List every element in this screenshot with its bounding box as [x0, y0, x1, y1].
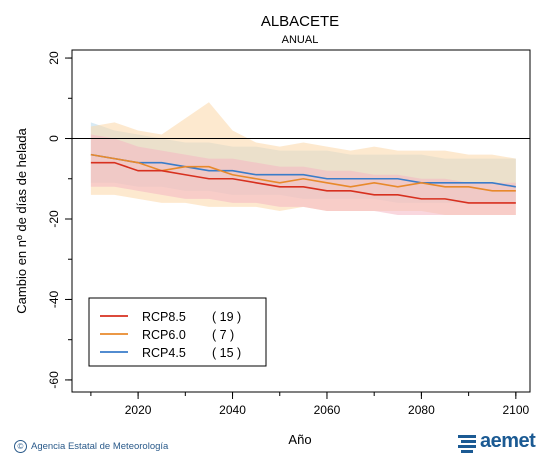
series-line-rcp45 — [90, 153, 516, 188]
y-tick-label: 20 — [47, 51, 61, 65]
x-tick-label: 2040 — [219, 403, 246, 417]
x-tick-label: 2060 — [314, 403, 341, 417]
plot-frame — [71, 49, 531, 393]
x-axis-label: Año — [288, 432, 311, 447]
x-axis: 2020 2040 2060 2080 2100 — [90, 392, 530, 417]
y-tick-label: -40 — [47, 290, 61, 308]
legend-label: RCP6.0 — [142, 328, 186, 342]
copyright-icon: © — [14, 440, 27, 453]
footer-credit: © Agencia Estatal de Meteorología — [14, 440, 168, 453]
series-line-rcp85 — [90, 161, 516, 204]
footer-credit-text: Agencia Estatal de Meteorología — [31, 441, 169, 452]
y-tick-label: -20 — [47, 210, 61, 228]
legend: RCP8.5 ( 19 ) RCP6.0 ( 7 ) RCP4.5 ( 15 ) — [88, 297, 267, 367]
x-tick-label: 2020 — [125, 403, 152, 417]
x-tick-label: 2100 — [502, 403, 529, 417]
uncertainty-bands — [90, 102, 516, 215]
legend-label: RCP4.5 — [142, 346, 186, 360]
aemet-logo-icon — [458, 435, 476, 453]
y-tick-label: 0 — [47, 135, 61, 142]
legend-count: ( 15 ) — [212, 346, 241, 360]
aemet-logo-text: aemet — [480, 430, 536, 452]
legend-box — [88, 297, 267, 367]
y-axis: 20 0 -20 -40 -60 — [47, 51, 72, 389]
x-tick-label: 2080 — [408, 403, 435, 417]
aemet-logo: aemet — [456, 430, 546, 456]
legend-count: ( 19 ) — [212, 310, 241, 324]
y-axis-label: Cambio en nº de días de helada — [14, 128, 29, 314]
chart-title: ALBACETE — [261, 13, 339, 30]
series-lines — [90, 153, 516, 204]
y-tick-label: -60 — [47, 371, 61, 389]
chart-subtitle: ANUAL — [282, 34, 319, 46]
legend-count: ( 7 ) — [212, 328, 234, 342]
legend-label: RCP8.5 — [142, 310, 186, 324]
